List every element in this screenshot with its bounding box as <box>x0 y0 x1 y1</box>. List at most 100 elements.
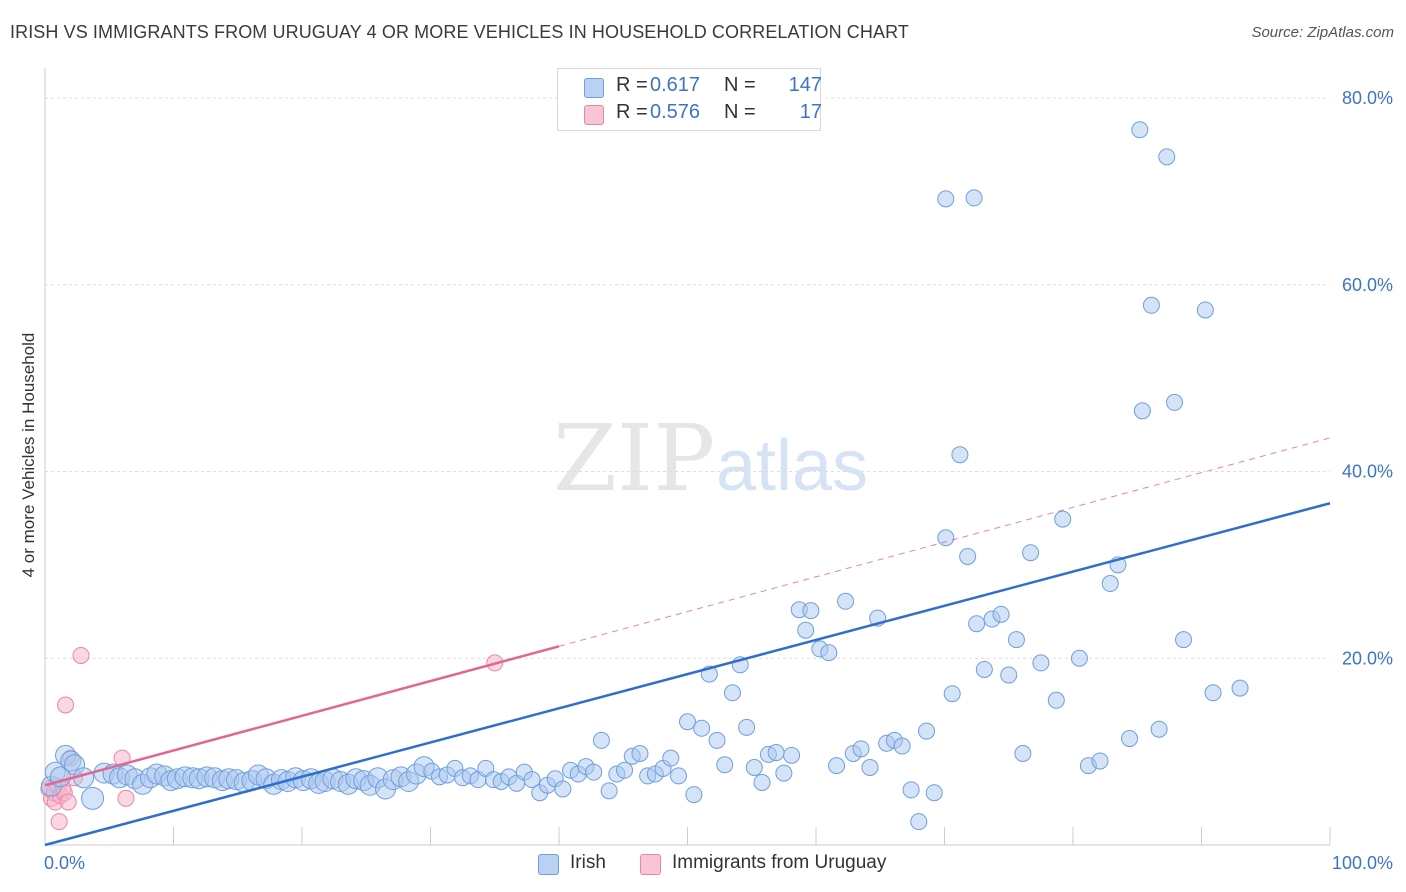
irish-point <box>600 782 618 800</box>
legend-label-uruguay: Immigrants from Uruguay <box>672 852 887 873</box>
uruguay-points <box>40 646 504 831</box>
uruguay-swatch <box>640 854 661 875</box>
irish-point <box>975 660 993 678</box>
uruguay-trend-line <box>44 645 560 787</box>
irish-point <box>1014 744 1032 762</box>
irish-point <box>910 813 928 831</box>
watermark-atlas: atlas <box>716 426 868 506</box>
irish-point <box>925 784 943 802</box>
irish-point <box>937 529 955 547</box>
irish-point <box>693 719 711 737</box>
irish-point <box>716 756 734 774</box>
irish-point <box>1022 544 1040 562</box>
irish-point <box>1150 720 1168 738</box>
uruguay-trend-extension <box>558 437 1331 647</box>
irish-point <box>943 685 961 703</box>
chart-title: IRISH VS IMMIGRANTS FROM URUGUAY 4 OR MO… <box>10 22 909 42</box>
uruguay-swatch <box>584 105 604 125</box>
irish-point <box>1231 679 1249 697</box>
uruguay-point <box>57 696 75 714</box>
n-value: 17 <box>799 101 822 123</box>
irish-point <box>1121 730 1139 748</box>
irish-point <box>1007 631 1025 649</box>
y-tick-label: 80.0% <box>1342 88 1393 108</box>
irish-point <box>1166 393 1184 411</box>
n-value: 147 <box>788 74 822 96</box>
irish-point <box>585 763 603 781</box>
r-label: R = <box>616 101 648 123</box>
irish-point <box>662 749 680 767</box>
irish-point <box>1204 684 1222 702</box>
irish-point <box>951 446 969 464</box>
r-value: 0.617 <box>650 74 701 96</box>
irish-point <box>968 615 986 633</box>
watermark-zip: ZIP <box>553 405 715 512</box>
irish-point <box>1091 752 1109 770</box>
irish-point <box>902 781 920 799</box>
stats-legend: R = 0.617 N = 147 R = 0.576 N = 17 <box>557 68 822 131</box>
irish-swatch <box>538 854 559 875</box>
irish-point <box>802 602 820 620</box>
irish-point <box>631 744 649 762</box>
irish-trend-line <box>44 502 1331 847</box>
axes <box>44 68 1331 846</box>
irish-point <box>1000 666 1018 684</box>
irish-point <box>1054 510 1072 528</box>
uruguay-point <box>59 793 77 811</box>
irish-point <box>523 771 541 789</box>
trend-lines <box>44 437 1331 847</box>
uruguay-point <box>50 813 68 831</box>
irish-point <box>893 737 911 755</box>
irish-point <box>1196 301 1214 319</box>
irish-point <box>820 644 838 662</box>
irish-point <box>837 592 855 610</box>
legend-label-irish: Irish <box>570 852 606 873</box>
uruguay-point <box>117 789 135 807</box>
irish-point <box>753 773 771 791</box>
irish-point <box>797 621 815 639</box>
y-tick-label: 40.0% <box>1342 462 1393 482</box>
n-label: N = <box>724 74 756 96</box>
irish-point <box>1133 402 1151 420</box>
chart-source: Source: ZipAtlas.com <box>1251 24 1394 41</box>
irish-points <box>40 121 1249 831</box>
irish-point <box>1142 296 1160 314</box>
y-tick-label: 20.0% <box>1342 648 1393 668</box>
irish-point <box>1070 649 1088 667</box>
x-tick-label: 0.0% <box>44 853 85 873</box>
n-label: N = <box>724 101 756 123</box>
r-value: 0.576 <box>650 101 701 123</box>
irish-point <box>616 761 634 779</box>
irish-point <box>783 746 801 764</box>
irish-point <box>1131 121 1149 139</box>
irish-point <box>1047 691 1065 709</box>
irish-point <box>81 786 105 810</box>
uruguay-point <box>72 646 90 664</box>
irish-point <box>1032 654 1050 672</box>
irish-point <box>1175 631 1193 649</box>
irish-point <box>723 684 741 702</box>
y-axis-label: 4 or more Vehicles in Household <box>19 333 38 578</box>
tick-labels: 20.0% 40.0% 60.0% 80.0% 0.0% 100.0% <box>44 88 1393 873</box>
irish-point <box>965 189 983 207</box>
irish-swatch <box>584 78 604 98</box>
irish-point <box>992 605 1010 623</box>
irish-point <box>745 758 763 776</box>
irish-point <box>852 740 870 758</box>
irish-point <box>554 780 572 798</box>
irish-point <box>738 718 756 736</box>
irish-point <box>685 786 703 804</box>
irish-point <box>679 713 696 731</box>
irish-point <box>959 547 977 565</box>
irish-point <box>937 190 955 208</box>
irish-point <box>918 722 936 740</box>
irish-point <box>708 731 726 749</box>
irish-point <box>861 758 879 776</box>
x-tick-label: 100.0% <box>1332 853 1393 873</box>
irish-point <box>1158 148 1176 166</box>
irish-point <box>828 757 846 775</box>
irish-point <box>670 767 688 785</box>
y-tick-label: 60.0% <box>1342 275 1393 295</box>
grid <box>45 97 1330 659</box>
irish-point <box>775 764 793 782</box>
